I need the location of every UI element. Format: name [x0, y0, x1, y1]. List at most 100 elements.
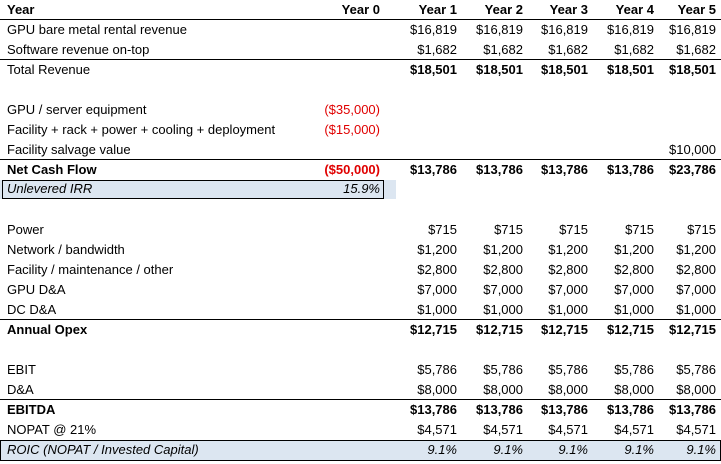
- cell-year-3[interactable]: $13,786: [541, 402, 588, 417]
- cell-year-1[interactable]: $8,000: [417, 382, 457, 397]
- cell-year-1[interactable]: $13,786: [410, 402, 457, 417]
- cell-year-3[interactable]: $1,200: [548, 242, 588, 257]
- row-label[interactable]: Software revenue on-top: [7, 42, 150, 57]
- cell-year-1[interactable]: $7,000: [417, 282, 457, 297]
- cell-year-2[interactable]: $8,000: [483, 382, 523, 397]
- cell-year-4[interactable]: $4,571: [614, 422, 654, 437]
- row-label[interactable]: GPU bare metal rental revenue: [7, 22, 187, 37]
- cell-year-3[interactable]: $18,501: [541, 62, 588, 77]
- cell-year-5[interactable]: $2,800: [676, 262, 716, 277]
- cell-year-3[interactable]: $715: [559, 222, 588, 237]
- cell-year-5[interactable]: $1,200: [676, 242, 716, 257]
- cell-year-5[interactable]: $23,786: [669, 162, 716, 177]
- row-label[interactable]: D&A: [7, 382, 34, 397]
- cell-year-1[interactable]: $2,800: [417, 262, 457, 277]
- header-year-1[interactable]: Year 1: [418, 2, 457, 17]
- row-label[interactable]: ROIC (NOPAT / Invested Capital): [7, 442, 199, 457]
- row-label[interactable]: GPU / server equipment: [7, 102, 147, 117]
- cell-year-1[interactable]: 9.1%: [427, 442, 457, 457]
- cell-year-3[interactable]: $16,819: [541, 22, 588, 37]
- header-year-4[interactable]: Year 4: [615, 2, 654, 17]
- cell-year-5[interactable]: $1,682: [676, 42, 716, 57]
- header-year-3[interactable]: Year 3: [549, 2, 588, 17]
- header-year-5[interactable]: Year 5: [677, 2, 716, 17]
- cell-year-3[interactable]: $8,000: [548, 382, 588, 397]
- cell-year-1[interactable]: $1,200: [417, 242, 457, 257]
- row-label[interactable]: Power: [7, 222, 44, 237]
- cell-year-4[interactable]: $16,819: [607, 22, 654, 37]
- cell-year-1[interactable]: $12,715: [410, 322, 457, 337]
- cell-year-3[interactable]: $7,000: [548, 282, 588, 297]
- cell-year-2[interactable]: $2,800: [483, 262, 523, 277]
- cell-year-4[interactable]: $12,715: [607, 322, 654, 337]
- cell-year-2[interactable]: $16,819: [476, 22, 523, 37]
- cell-year-2[interactable]: $1,682: [483, 42, 523, 57]
- cell-year-4[interactable]: $1,682: [614, 42, 654, 57]
- row-label[interactable]: Facility / maintenance / other: [7, 262, 174, 277]
- cell-year-5[interactable]: $8,000: [676, 382, 716, 397]
- cell-year-2[interactable]: $4,571: [483, 422, 523, 437]
- cell-year-5[interactable]: 9.1%: [686, 442, 716, 457]
- cell-year-3[interactable]: $2,800: [548, 262, 588, 277]
- row-label[interactable]: Net Cash Flow: [7, 162, 97, 177]
- row-label[interactable]: EBIT: [7, 362, 36, 377]
- header-year-0[interactable]: Year 0: [341, 2, 380, 17]
- header-year-label[interactable]: Year: [7, 2, 35, 17]
- cell-year-5[interactable]: $4,571: [676, 422, 716, 437]
- cell-year-4[interactable]: $5,786: [614, 362, 654, 377]
- row-label[interactable]: Network / bandwidth: [7, 242, 125, 257]
- cell-year-4[interactable]: $1,200: [614, 242, 654, 257]
- cell-year-5[interactable]: $16,819: [669, 22, 716, 37]
- cell-year-2[interactable]: $13,786: [476, 162, 523, 177]
- row-label[interactable]: Unlevered IRR: [7, 181, 93, 196]
- cell-year-3[interactable]: $1,000: [548, 302, 588, 317]
- cell-year-5[interactable]: $12,715: [669, 322, 716, 337]
- cell-year-3[interactable]: $4,571: [548, 422, 588, 437]
- cell-year-2[interactable]: $18,501: [476, 62, 523, 77]
- row-label[interactable]: DC D&A: [7, 302, 57, 317]
- cell-year-4[interactable]: $2,800: [614, 262, 654, 277]
- row-label[interactable]: Total Revenue: [7, 62, 91, 77]
- cell-year-3[interactable]: $12,715: [541, 322, 588, 337]
- row-label[interactable]: EBITDA: [7, 402, 56, 417]
- row-label[interactable]: Facility + rack + power + cooling + depl…: [7, 122, 276, 137]
- row-label[interactable]: NOPAT @ 21%: [7, 422, 97, 437]
- cell-year-5[interactable]: $10,000: [669, 142, 716, 157]
- cell-year-2[interactable]: $1,000: [483, 302, 523, 317]
- cell-year-3[interactable]: $5,786: [548, 362, 588, 377]
- cell-year-2[interactable]: $12,715: [476, 322, 523, 337]
- cell-year-4[interactable]: $715: [625, 222, 654, 237]
- cell-year-2[interactable]: $13,786: [476, 402, 523, 417]
- cell-year-5[interactable]: $13,786: [669, 402, 716, 417]
- cell-year-5[interactable]: $1,000: [676, 302, 716, 317]
- cell-year-2[interactable]: 9.1%: [493, 442, 523, 457]
- cell-year-5[interactable]: $5,786: [676, 362, 716, 377]
- cell-year-3[interactable]: 9.1%: [558, 442, 588, 457]
- cell-year-4[interactable]: $18,501: [607, 62, 654, 77]
- cell-year-4[interactable]: $13,786: [607, 162, 654, 177]
- cell-year-4[interactable]: 9.1%: [624, 442, 654, 457]
- irr-value[interactable]: 15.9%: [343, 181, 380, 196]
- cell-year-4[interactable]: $13,786: [607, 402, 654, 417]
- cell-year-5[interactable]: $18,501: [669, 62, 716, 77]
- cell-year-1[interactable]: $715: [428, 222, 457, 237]
- row-label[interactable]: GPU D&A: [7, 282, 66, 297]
- cell-year-1[interactable]: $13,786: [410, 162, 457, 177]
- cell-year-2[interactable]: $1,200: [483, 242, 523, 257]
- cell-year-2[interactable]: $715: [494, 222, 523, 237]
- cell-year-3[interactable]: $1,682: [548, 42, 588, 57]
- cell-year-2[interactable]: $5,786: [483, 362, 523, 377]
- cell-year-1[interactable]: $1,000: [417, 302, 457, 317]
- cell-year-0[interactable]: ($35,000): [324, 102, 380, 117]
- cell-year-3[interactable]: $13,786: [541, 162, 588, 177]
- cell-year-5[interactable]: $7,000: [676, 282, 716, 297]
- cell-year-1[interactable]: $18,501: [410, 62, 457, 77]
- cell-year-1[interactable]: $1,682: [417, 42, 457, 57]
- cell-year-0[interactable]: ($50,000): [324, 162, 380, 177]
- header-year-2[interactable]: Year 2: [484, 2, 523, 17]
- cell-year-5[interactable]: $715: [687, 222, 716, 237]
- row-label[interactable]: Facility salvage value: [7, 142, 131, 157]
- row-label[interactable]: Annual Opex: [7, 322, 88, 337]
- cell-year-1[interactable]: $5,786: [417, 362, 457, 377]
- cell-year-4[interactable]: $1,000: [614, 302, 654, 317]
